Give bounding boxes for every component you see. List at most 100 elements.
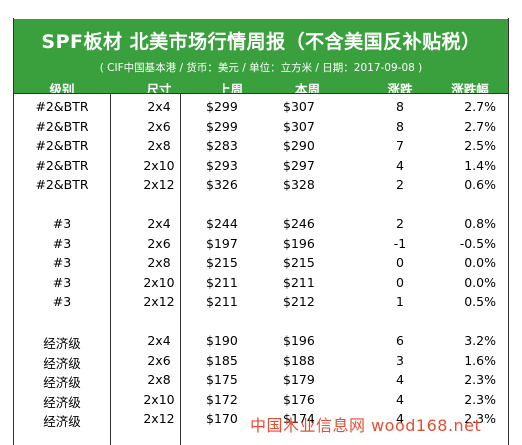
page-subtitle: ( CIF中国基本港 / 货币：美元 / 单位：立方米 / 日期：2017-09… xyxy=(99,62,423,74)
cell-change: 0 xyxy=(396,255,404,270)
cell-change-pct: 2.5% xyxy=(464,138,496,153)
table-row: 经济级 2x8 $175 $179 4 2.3% xyxy=(14,369,508,390)
cell-last-week: $293 xyxy=(206,157,238,173)
cell-this-week: $297 xyxy=(283,157,315,173)
table-row: #2&BTR 2x6 $299 $307 8 2.7% xyxy=(14,116,508,136)
cell-size: 2x12 xyxy=(143,411,175,426)
cell-last-week: $170 xyxy=(206,411,238,426)
cell-change: 8 xyxy=(396,118,404,134)
table-row: #3 2x10 $211 $211 0 0.0% xyxy=(14,272,508,292)
cell-this-week: $211 xyxy=(283,274,315,290)
cell-size: 2x4 xyxy=(147,333,171,348)
cell-grade: #2&BTR xyxy=(35,157,89,173)
cell-size: 2x10 xyxy=(143,157,175,173)
table-row: #2&BTR 2x8 $283 $290 7 2.5% xyxy=(14,135,508,155)
cell-size: 2x8 xyxy=(147,255,171,270)
cell-change: 0 xyxy=(396,274,404,290)
cell-this-week: $307 xyxy=(283,118,315,134)
cell-last-week: $190 xyxy=(206,333,238,348)
cell-last-week: $211 xyxy=(206,274,238,290)
cell-change-pct: 2.3% xyxy=(464,411,496,426)
cell-size: 2x6 xyxy=(147,352,171,368)
cell-size: 2x10 xyxy=(143,274,175,290)
cell-change-pct: 2.3% xyxy=(464,372,496,387)
cell-this-week: $328 xyxy=(283,177,315,192)
table-row: #2&BTR 2x12 $326 $328 2 0.6% xyxy=(14,174,508,194)
cell-grade: #2&BTR xyxy=(35,138,89,153)
cell-change-pct: 0.0% xyxy=(464,255,496,270)
cell-grade: 经济级 xyxy=(43,414,81,429)
cell-size: 2x10 xyxy=(143,391,175,407)
cell-this-week: $196 xyxy=(283,333,315,348)
cell-this-week: $215 xyxy=(283,255,315,270)
cell-last-week: $244 xyxy=(206,216,238,231)
cell-change: 3 xyxy=(396,352,404,368)
table-row: #3 2x8 $215 $215 0 0.0% xyxy=(14,252,508,272)
column-divider xyxy=(180,93,181,445)
cell-change-pct: 2.7% xyxy=(464,118,496,134)
table-row: 经济级 2x12 $170 $174 4 2.3% xyxy=(14,408,508,429)
cell-grade: 经济级 xyxy=(43,375,81,390)
cell-last-week: $175 xyxy=(206,372,238,387)
cell-this-week: $188 xyxy=(283,352,315,368)
report-header: SPF板材 北美市场行情周报（不含美国反补贴税） ( CIF中国基本港 / 货币… xyxy=(14,19,508,93)
cell-grade: #3 xyxy=(52,255,72,270)
cell-last-week: $172 xyxy=(206,391,238,407)
cell-change-pct: 0.0% xyxy=(464,274,496,290)
cell-change: 4 xyxy=(396,157,404,173)
cell-this-week: $174 xyxy=(283,411,315,426)
cell-change: 8 xyxy=(396,99,404,114)
cell-last-week: $326 xyxy=(206,177,238,192)
cell-size: 2x8 xyxy=(147,138,171,153)
page-title: SPF板材 北美市场行情周报（不含美国反补贴税） xyxy=(41,31,481,53)
cell-this-week: $179 xyxy=(283,372,315,387)
table-row: 经济级 2x10 $172 $176 4 2.3% xyxy=(14,389,508,410)
table-frame xyxy=(13,18,509,445)
cell-change: 4 xyxy=(396,391,404,407)
table-row: #2&BTR 2x4 $299 $307 8 2.7% xyxy=(14,96,508,116)
cell-grade: #3 xyxy=(52,216,72,231)
cell-grade: #3 xyxy=(52,235,72,251)
cell-grade: #3 xyxy=(52,274,72,290)
table-row: #3 2x6 $197 $196 -1 -0.5% xyxy=(14,233,508,253)
table-row: 经济级 2x6 $185 $188 3 1.6% xyxy=(14,350,508,371)
cell-change: -1 xyxy=(393,235,407,251)
cell-change-pct: 1.6% xyxy=(464,352,496,368)
cell-change-pct: 2.3% xyxy=(464,391,496,407)
cell-size: 2x12 xyxy=(143,294,175,309)
cell-last-week: $299 xyxy=(206,118,238,134)
cell-grade: 经济级 xyxy=(43,336,81,351)
cell-change-pct: 3.2% xyxy=(464,333,496,348)
cell-change: 4 xyxy=(396,372,404,387)
cell-this-week: $212 xyxy=(283,294,315,309)
cell-grade: 经济级 xyxy=(43,394,81,410)
cell-change: 2 xyxy=(396,216,404,231)
cell-change: 6 xyxy=(396,333,404,348)
table-row: 经济级 2x4 $190 $196 6 3.2% xyxy=(14,330,508,351)
cell-last-week: $197 xyxy=(206,235,238,251)
cell-size: 2x4 xyxy=(147,216,171,231)
column-divider xyxy=(110,93,111,445)
cell-change-pct: 1.4% xyxy=(464,157,496,173)
cell-this-week: $290 xyxy=(283,138,315,153)
table-row: #2&BTR 2x10 $293 $297 4 1.4% xyxy=(14,155,508,175)
cell-last-week: $211 xyxy=(206,294,238,309)
cell-grade: #2&BTR xyxy=(35,177,89,192)
cell-size: 2x8 xyxy=(147,372,171,387)
cell-change-pct: 0.8% xyxy=(464,216,496,231)
cell-size: 2x4 xyxy=(147,99,171,114)
cell-change: 7 xyxy=(396,138,404,153)
cell-change-pct: 0.5% xyxy=(464,294,496,309)
cell-change: 1 xyxy=(396,294,404,309)
cell-grade: #3 xyxy=(52,294,72,309)
cell-change-pct: 2.7% xyxy=(464,99,496,114)
cell-grade: #2&BTR xyxy=(35,118,89,134)
cell-last-week: $299 xyxy=(206,99,238,114)
header-divider xyxy=(14,93,508,94)
table-row: #3 2x4 $244 $246 2 0.8% xyxy=(14,213,508,233)
cell-last-week: $185 xyxy=(206,352,238,368)
cell-change: 2 xyxy=(396,177,404,192)
cell-size: 2x6 xyxy=(147,235,171,251)
table-row: #3 2x12 $211 $212 1 0.5% xyxy=(14,291,508,311)
cell-change-pct: 0.6% xyxy=(464,177,496,192)
